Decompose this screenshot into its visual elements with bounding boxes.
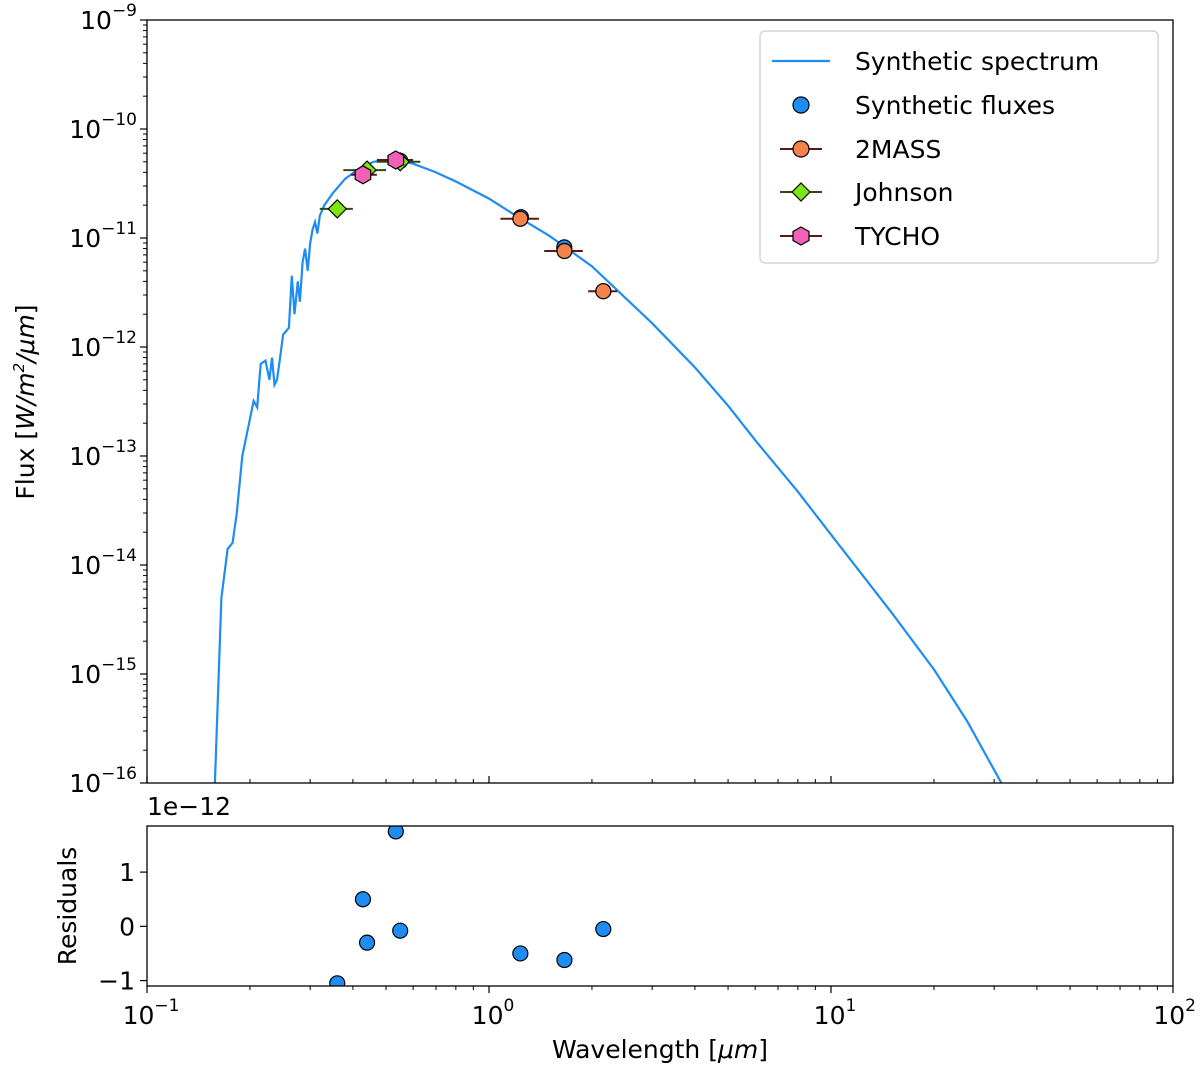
main-plot: 10−910−1010−1110−1210−1310−1410−1510−16 … — [10, 1, 1174, 798]
residuals-x-minor-ticks — [249, 986, 1158, 990]
ylabel-units: W/m — [11, 372, 40, 430]
main-y-tick-label: 10−13 — [69, 437, 137, 471]
residual-point — [512, 945, 529, 962]
tycho-point — [354, 165, 372, 185]
main-y-minor-ticks — [143, 24, 147, 751]
residuals-y-tick-label: −1 — [98, 967, 135, 996]
2mass-point — [595, 283, 612, 300]
ylabel-text: Flux [ — [11, 430, 40, 500]
2mass-point — [556, 242, 573, 260]
ylabel-units-tail: /μm — [11, 314, 40, 365]
residuals-x-tick-label: 102 — [1153, 996, 1196, 1030]
residual-points — [329, 826, 612, 986]
legend-entry-spectrum: Synthetic spectrum — [772, 47, 1099, 76]
residuals-plot: 1 0 −1 1e−12 Residuals 10−1 100 101 102 Wavel… — [53, 792, 1196, 1064]
residuals-offset-label: 1e−12 — [147, 792, 231, 821]
legend-circle-icon — [792, 96, 810, 114]
residuals-y-ticks: 1 0 −1 — [98, 858, 147, 996]
residual-point — [387, 826, 404, 840]
legend-label-tycho: TYCHO — [854, 222, 940, 251]
photometry-markers — [327, 150, 612, 300]
residuals-x-tick-label: 10−1 — [123, 996, 180, 1030]
legend-entry-2mass: 2MASS — [780, 135, 941, 164]
residual-point — [556, 951, 573, 969]
legend-hexagon-icon — [792, 226, 810, 246]
main-y-tick-label: 10−15 — [69, 655, 137, 689]
legend-label-spectrum: Synthetic spectrum — [855, 47, 1099, 76]
2mass-point — [512, 210, 529, 227]
residual-point — [392, 922, 409, 939]
main-y-tick-label: 10−11 — [69, 219, 137, 253]
legend-label-johnson: Johnson — [853, 178, 954, 207]
legend-entry-johnson: Johnson — [780, 178, 954, 207]
legend-label-synthetic-fluxes: Synthetic fluxes — [855, 91, 1055, 120]
main-y-ticks — [140, 19, 147, 784]
main-x-ticks — [146, 776, 1174, 783]
residuals-y-tick-label: 1 — [119, 858, 135, 887]
legend-entry-synthetic-fluxes: Synthetic fluxes — [792, 91, 1055, 120]
main-x-minor-ticks — [249, 779, 1158, 783]
main-y-tick-label: 10−12 — [69, 328, 137, 362]
main-y-tick-label: 10−14 — [69, 546, 137, 580]
tycho-point — [387, 150, 405, 170]
main-y-tick-label: 10−10 — [69, 110, 137, 144]
legend-label-2mass: 2MASS — [855, 135, 941, 164]
residual-point — [354, 891, 372, 908]
legend-2mass-circle-icon — [792, 140, 810, 158]
main-y-tick-label: 10−16 — [69, 764, 137, 798]
main-y-axis-label: Flux [W/m2/μm] — [10, 304, 40, 499]
residuals-x-ticks — [146, 986, 1174, 993]
main-y-tick-label: 10−9 — [80, 1, 137, 35]
legend: Synthetic spectrum Synthetic fluxes 2MAS… — [759, 30, 1159, 264]
residuals-y-axis-label: Residuals — [53, 847, 82, 966]
synthetic-spectrum-line — [213, 158, 1003, 783]
residuals-x-tick-labels: 10−1 100 101 102 — [123, 996, 1196, 1030]
main-y-tick-labels: 10−9 10−10 10−11 10−12 10−13 10−14 10−15 10−16 — [69, 1, 137, 798]
residual-point — [358, 934, 376, 951]
xlabel-units: μm — [717, 1035, 758, 1064]
residual-point — [595, 920, 612, 938]
legend-frame — [759, 30, 1159, 264]
johnson-point — [327, 199, 348, 219]
synthetic-flux-markers — [392, 152, 612, 300]
residuals-x-axis-label: Wavelength [μm] — [552, 1035, 768, 1064]
residuals-y-tick-label: 0 — [119, 912, 135, 941]
ylabel-close: ] — [11, 304, 40, 314]
ylabel-units-exp: 2 — [10, 363, 28, 373]
residuals-plot-frame — [146, 825, 1174, 987]
main-plot-frame — [146, 19, 1174, 784]
residual-point — [329, 975, 346, 986]
legend-entry-tycho: TYCHO — [780, 222, 940, 251]
residuals-x-tick-label: 101 — [814, 996, 857, 1030]
xlabel-close: ] — [758, 1035, 768, 1064]
residuals-x-tick-label: 100 — [472, 996, 515, 1030]
legend-diamond-icon — [791, 182, 811, 202]
xlabel-text: Wavelength [ — [552, 1035, 718, 1064]
